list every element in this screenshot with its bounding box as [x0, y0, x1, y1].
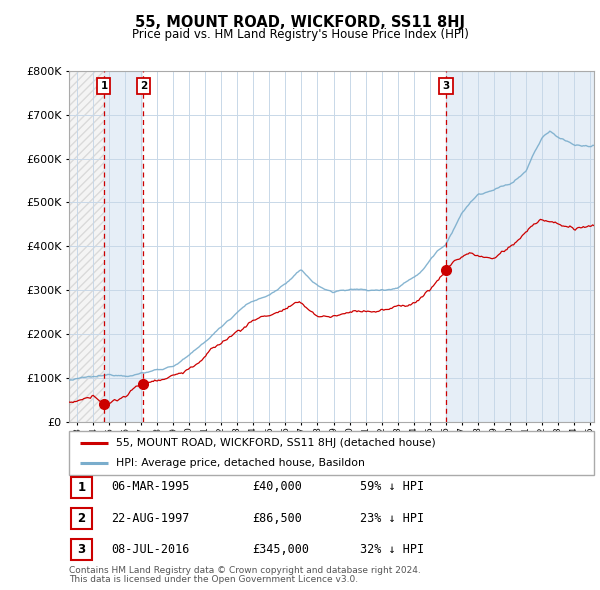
Text: 2: 2: [140, 81, 147, 91]
FancyBboxPatch shape: [71, 508, 92, 529]
Text: 22-AUG-1997: 22-AUG-1997: [111, 512, 190, 525]
Bar: [69, 71, 104, 422]
FancyBboxPatch shape: [71, 477, 92, 498]
Text: 23% ↓ HPI: 23% ↓ HPI: [360, 512, 424, 525]
Bar: [143, 71, 446, 422]
Text: 08-JUL-2016: 08-JUL-2016: [111, 543, 190, 556]
Bar: [104, 71, 143, 422]
Text: £40,000: £40,000: [252, 480, 302, 493]
Text: 06-MAR-1995: 06-MAR-1995: [111, 480, 190, 493]
Text: HPI: Average price, detached house, Basildon: HPI: Average price, detached house, Basi…: [116, 458, 365, 468]
Text: 1: 1: [100, 81, 107, 91]
Text: Contains HM Land Registry data © Crown copyright and database right 2024.: Contains HM Land Registry data © Crown c…: [69, 566, 421, 575]
Text: 59% ↓ HPI: 59% ↓ HPI: [360, 480, 424, 493]
Text: Price paid vs. HM Land Registry's House Price Index (HPI): Price paid vs. HM Land Registry's House …: [131, 28, 469, 41]
FancyBboxPatch shape: [71, 539, 92, 560]
Text: 3: 3: [442, 81, 449, 91]
Text: £86,500: £86,500: [252, 512, 302, 525]
Text: 1: 1: [77, 481, 86, 494]
Text: 55, MOUNT ROAD, WICKFORD, SS11 8HJ (detached house): 55, MOUNT ROAD, WICKFORD, SS11 8HJ (deta…: [116, 438, 436, 448]
Text: 3: 3: [77, 543, 86, 556]
Text: 55, MOUNT ROAD, WICKFORD, SS11 8HJ: 55, MOUNT ROAD, WICKFORD, SS11 8HJ: [135, 15, 465, 30]
Text: £345,000: £345,000: [252, 543, 309, 556]
Bar: [446, 71, 594, 422]
Text: 32% ↓ HPI: 32% ↓ HPI: [360, 543, 424, 556]
Bar: [69, 71, 104, 422]
Text: 2: 2: [77, 512, 86, 525]
Text: This data is licensed under the Open Government Licence v3.0.: This data is licensed under the Open Gov…: [69, 575, 358, 584]
